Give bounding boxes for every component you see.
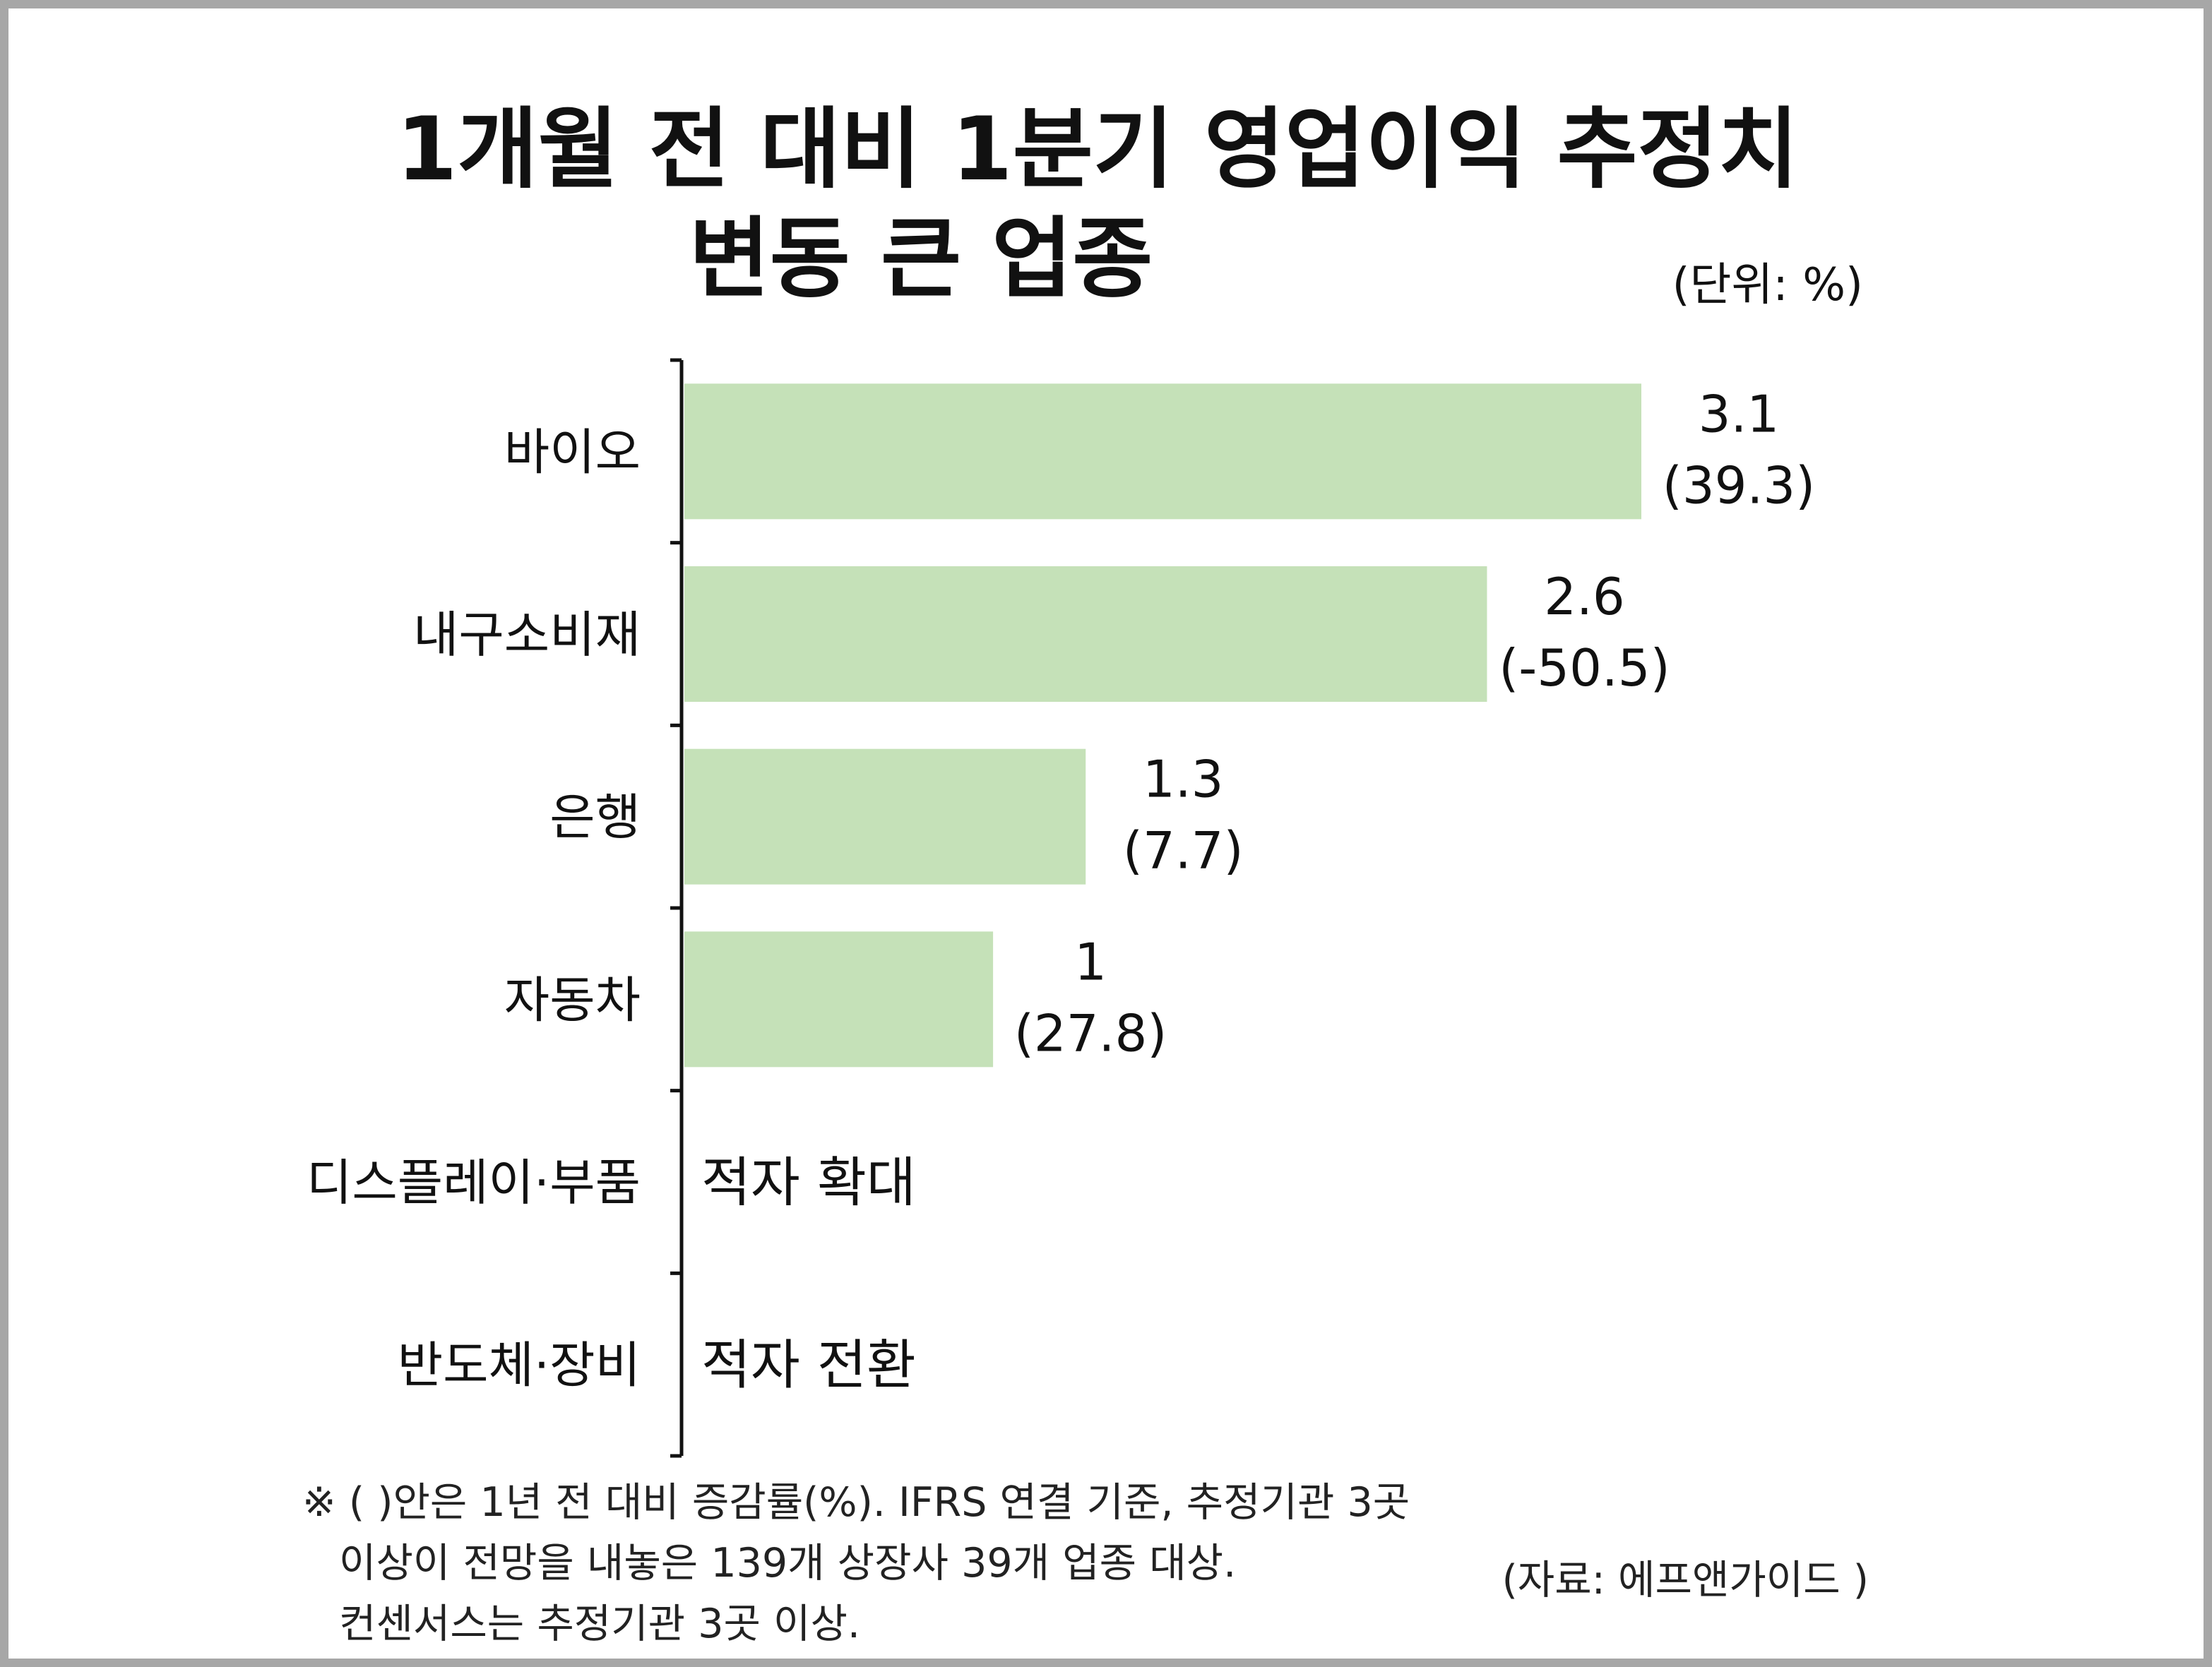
category-label: 내구소비재 <box>413 606 641 664</box>
category-label: 자동차 <box>504 971 641 1029</box>
yoy-change-label: (27.8) <box>1014 1003 1167 1063</box>
footnote-line-1: ※ ( )안은 1년 전 대비 증감률(%). IFRS 연결 기준, 추정기관… <box>302 1479 1410 1526</box>
category-label: 바이오 <box>504 423 641 481</box>
unit-label: (단위: %) <box>1672 259 1863 311</box>
yoy-change-label: (7.7) <box>1123 821 1244 880</box>
footnote: ※ ( )안은 1년 전 대비 증감률(%). IFRS 연결 기준, 추정기관… <box>302 1472 1410 1654</box>
value-label: 1.3 <box>1143 750 1224 809</box>
bar <box>684 383 1641 520</box>
bar <box>684 566 1487 702</box>
source-note: (자료: 에프앤가이드 ) <box>1502 1557 1869 1603</box>
chart-title-line-2: 변동 큰 업종 <box>689 208 1153 310</box>
bar <box>684 748 1086 885</box>
value-label: 1 <box>1074 932 1107 991</box>
chart-frame <box>8 8 2204 1659</box>
status-note: 적자 확대 <box>701 1151 916 1214</box>
value-label: 2.6 <box>1544 567 1625 626</box>
chart-title-line-1: 1개월 전 대비 1분기 영업이익 추정치 <box>396 99 1799 201</box>
footnote-line-3: 컨센서스는 추정기관 3곳 이상. <box>339 1601 861 1647</box>
footnote-line-2: 이상이 전망을 내놓은 139개 상장사 39개 업종 대상. <box>339 1540 1237 1587</box>
yoy-change-label: (39.3) <box>1663 455 1816 515</box>
yoy-change-label: (-50.5) <box>1499 638 1670 698</box>
status-note: 적자 전환 <box>701 1334 916 1397</box>
bar <box>684 931 994 1068</box>
category-label: 디스플레이·부품 <box>307 1154 641 1212</box>
category-label: 은행 <box>549 789 641 847</box>
value-label: 3.1 <box>1699 384 1780 443</box>
category-label: 반도체·장비 <box>398 1337 641 1394</box>
